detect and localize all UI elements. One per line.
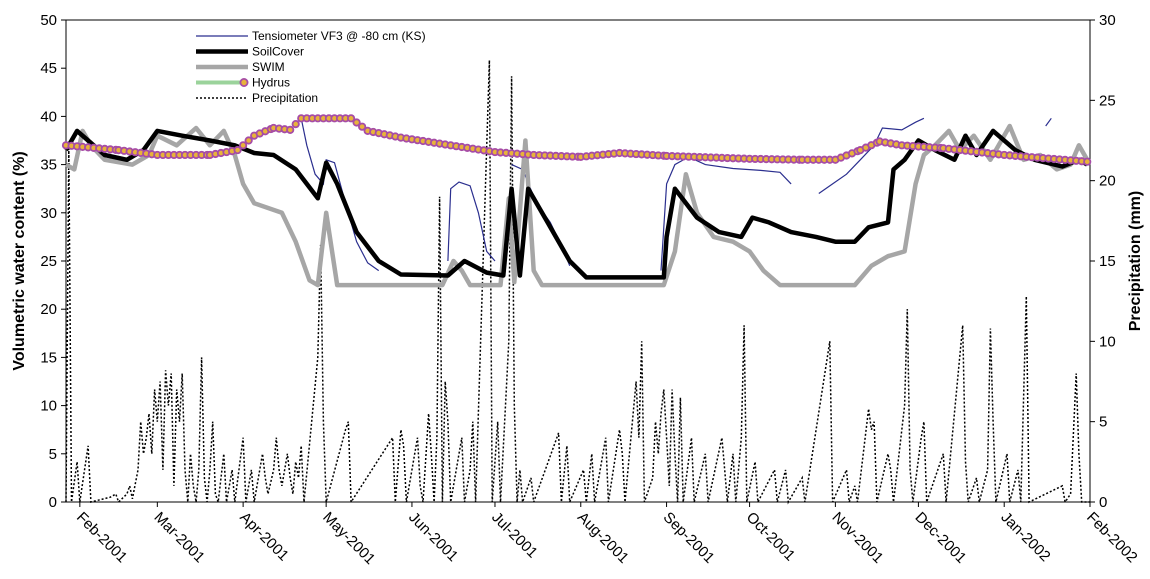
y-tick-label: 45 bbox=[40, 60, 57, 77]
y-tick-label: 25 bbox=[40, 253, 57, 270]
y-tick-label: 35 bbox=[40, 157, 57, 174]
x-tick-label: May-2001 bbox=[319, 509, 378, 568]
hydrus-point bbox=[1083, 157, 1092, 166]
x-tick-label: Feb-2001 bbox=[73, 509, 130, 566]
x-tick-label: Jul-2001 bbox=[488, 509, 541, 562]
legend-label-tensiometer-vf3-80-cm-ks: Tensiometer VF3 @ -80 cm (KS) bbox=[252, 29, 426, 43]
tensiometer-segment bbox=[660, 156, 792, 271]
tensiometer-segment bbox=[447, 181, 496, 262]
hydrus-point bbox=[291, 120, 300, 129]
hydrus-point bbox=[346, 114, 356, 123]
x-tick-label: Feb-2002 bbox=[1083, 509, 1140, 566]
y-axis-title: Volumetric water content (%) bbox=[11, 151, 28, 370]
series-layer bbox=[61, 60, 1092, 505]
y2-tick-label: 5 bbox=[1099, 414, 1107, 431]
y2-tick-label: 10 bbox=[1099, 333, 1116, 350]
legend-label-hydrus: Hydrus bbox=[252, 76, 290, 90]
tensiometer-segment bbox=[300, 118, 380, 272]
y-tick-label: 5 bbox=[49, 446, 57, 463]
x-tick-label: Jan-2002 bbox=[997, 509, 1053, 565]
plot-frame bbox=[65, 19, 1091, 503]
x-tick-label: Apr-2001 bbox=[236, 509, 292, 565]
y-tick-label: 15 bbox=[40, 349, 57, 366]
y2-tick-label: 20 bbox=[1099, 173, 1116, 190]
x-tick-label: Jun-2001 bbox=[405, 509, 461, 565]
x-tick-label: Oct-2001 bbox=[743, 509, 799, 565]
hydrus-point bbox=[244, 136, 253, 145]
series-precipitation-line bbox=[65, 60, 1090, 505]
y-tick-label: 30 bbox=[40, 205, 57, 222]
y-tick-label: 40 bbox=[40, 108, 57, 125]
y2-tick-label: 15 bbox=[1099, 253, 1116, 270]
y-tick-label: 20 bbox=[40, 301, 57, 318]
y2-tick-label: 25 bbox=[1099, 92, 1116, 109]
legend-label-soilcover: SoilCover bbox=[252, 45, 304, 59]
tensiometer-segment bbox=[1045, 117, 1052, 127]
hydrus-point bbox=[286, 125, 295, 134]
y-tick-label: 0 bbox=[49, 494, 57, 511]
hydrus-point bbox=[233, 146, 242, 155]
x-tick-label: Sep-2001 bbox=[660, 509, 718, 567]
y2-tick-label: 0 bbox=[1099, 494, 1107, 511]
axes: 0 5 10 15 20 25 30 35 40 45 50 0 5 10 15 20 25 30 Feb-2001… bbox=[40, 12, 1140, 568]
x-tick-label: Nov-2001 bbox=[829, 509, 887, 567]
y-tick-label: 50 bbox=[40, 12, 57, 29]
legend: Tensiometer VF3 @ -80 cm (KS) SoilCoverSW… bbox=[196, 29, 426, 105]
hydrus-point bbox=[352, 118, 361, 127]
legend-marker-hydrus bbox=[239, 78, 249, 88]
legend-label-precipitation: Precipitation bbox=[252, 91, 318, 105]
x-tick-label: Mar-2001 bbox=[151, 509, 208, 566]
x-tick-label: Dec-2001 bbox=[912, 509, 970, 567]
y-tick-label: 10 bbox=[40, 398, 57, 415]
series-hydrus bbox=[61, 114, 1092, 166]
hydrus-point bbox=[239, 141, 248, 150]
series-swim-line bbox=[64, 123, 1090, 288]
legend-label-swim: SWIM bbox=[252, 60, 285, 74]
x-tick-label: Aug-2001 bbox=[574, 509, 632, 567]
hydrus-point bbox=[358, 122, 367, 131]
y2-tick-label: 30 bbox=[1099, 12, 1116, 29]
y2-axis-title: Precipitation (mm) bbox=[1127, 191, 1144, 331]
